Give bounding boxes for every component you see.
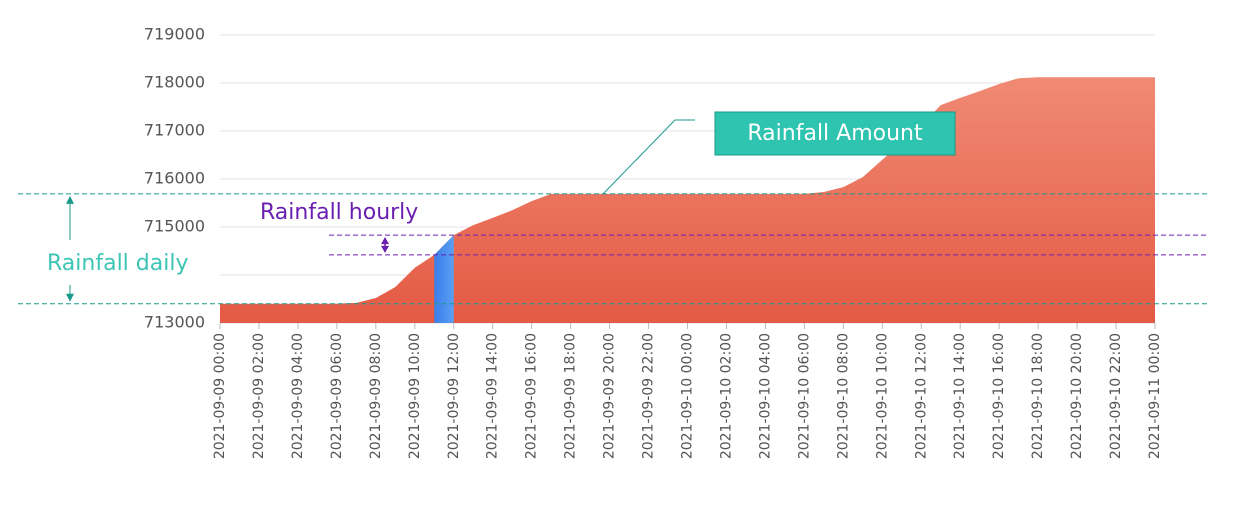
arrow-head [381,237,389,245]
x-tick-label: 2021-09-09 12:00 [446,333,462,459]
x-tick-label: 2021-09-10 04:00 [757,333,773,459]
x-tick-label: 2021-09-09 08:00 [368,333,384,459]
arrow-head [66,293,74,302]
y-tick-label: 719000 [144,25,205,44]
arrow-head [66,195,74,204]
annotation-text: Rainfall daily [47,251,188,276]
x-tick-label: 2021-09-09 16:00 [524,333,540,459]
annotation-text: Rainfall Amount [747,121,923,146]
x-tick-label: 2021-09-09 00:00 [212,333,228,459]
y-tick-label: 715000 [144,217,205,236]
leader-line [602,119,695,195]
y-tick-label: 717000 [144,121,205,140]
x-tick-label: 2021-09-09 06:00 [329,333,345,459]
x-tick-label: 2021-09-09 18:00 [563,333,579,459]
annotation-text: Rainfall hourly [260,200,418,225]
annotation-box [714,111,956,156]
area [434,235,454,323]
x-tick-label: 2021-09-10 14:00 [952,333,968,459]
x-tick-label: 2021-09-10 08:00 [835,333,851,459]
x-tick-label: 2021-09-09 22:00 [641,333,657,459]
x-tick-label: 2021-09-09 04:00 [290,333,306,459]
x-tick-label: 2021-09-10 06:00 [796,333,812,459]
y-tick-label: 713000 [144,313,205,332]
x-tick-label: 2021-09-10 00:00 [680,333,696,459]
x-tick-label: 2021-09-10 20:00 [1069,333,1085,459]
x-tick-label: 2021-09-10 02:00 [718,333,734,459]
x-tick-label: 2021-09-10 12:00 [913,333,929,459]
x-tick-label: 2021-09-09 20:00 [602,333,618,459]
x-tick-label: 2021-09-09 14:00 [485,333,501,459]
x-tick-label: 2021-09-11 00:00 [1147,333,1163,459]
x-tick-label: 2021-09-10 18:00 [1030,333,1046,459]
y-tick-label: 718000 [144,73,205,92]
x-tick-label: 2021-09-10 22:00 [1108,333,1124,459]
y-tick-label: 716000 [144,169,205,188]
x-tick-label: 2021-09-09 02:00 [251,333,267,459]
x-tick-label: 2021-09-09 10:00 [407,333,423,459]
arrow-head [381,245,389,253]
x-tick-label: 2021-09-10 16:00 [991,333,1007,459]
x-tick-label: 2021-09-10 10:00 [874,333,890,459]
